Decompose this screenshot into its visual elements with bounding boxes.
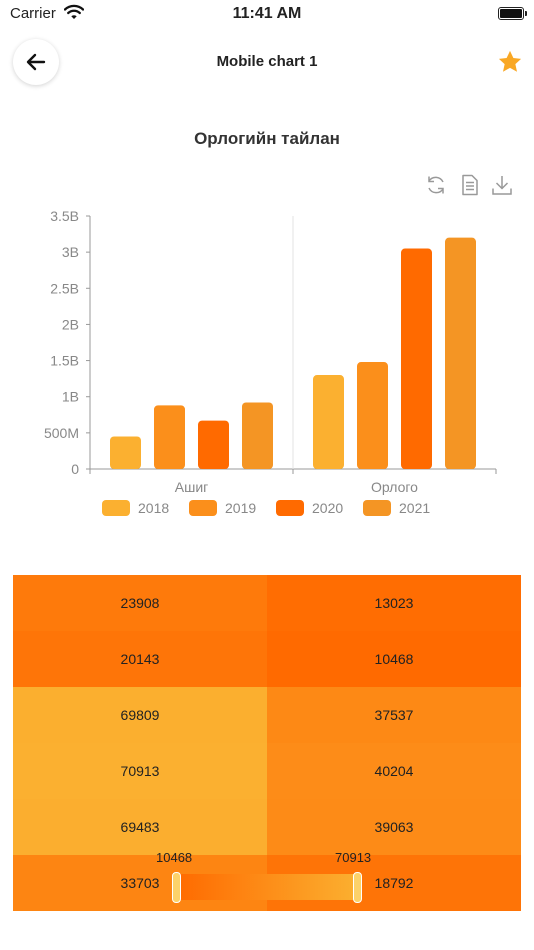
heatmap-cell-value: 37537 [374, 707, 414, 723]
y-tick-label: 3.5B [50, 208, 79, 224]
carrier-label: Carrier [10, 5, 56, 22]
data-view-icon [462, 174, 478, 196]
heatmap-cell[interactable]: 20143 [13, 631, 267, 687]
legend-label: 2020 [312, 500, 343, 516]
status-time: 11:41 AM [232, 5, 302, 22]
y-tick-label: 1.5B [50, 353, 79, 369]
visual-map-max-handle[interactable] [353, 872, 362, 903]
heatmap-cell-value: 33703 [120, 875, 160, 891]
heatmap-cell-value: 39063 [374, 819, 414, 835]
heatmap-cell[interactable]: 18792 [267, 855, 521, 911]
star-icon [498, 50, 522, 72]
bar-chart: Орлогийн тайлан 0 500M 1B 1.5B 2B 2.5B 3B 3.5B А… [0, 120, 534, 530]
legend-swatch [102, 500, 130, 516]
heatmap-cell-value: 40204 [374, 763, 414, 779]
y-tick-label: 2B [62, 316, 79, 332]
y-tick-label: 500M [44, 425, 79, 441]
heatmap-cell[interactable]: 40204 [267, 743, 521, 799]
y-tick-label: 2.5B [50, 280, 79, 296]
heatmap-cell[interactable]: 10468 [267, 631, 521, 687]
heatmap-cell-value: 20143 [120, 651, 160, 667]
bar-2019-1 [154, 405, 185, 469]
battery-icon [498, 7, 527, 20]
favorite-button[interactable] [496, 48, 524, 76]
bar-2019-2 [357, 362, 388, 469]
back-button[interactable] [13, 39, 59, 85]
bar-2020-1 [198, 420, 229, 469]
legend-label: 2019 [225, 500, 256, 516]
heatmap-cell[interactable]: 13023 [267, 575, 521, 631]
restore-button[interactable] [424, 173, 448, 197]
restore-icon [428, 176, 444, 194]
y-tick-label: 1B [62, 389, 79, 405]
chart-plot: 0 500M 1B 1.5B 2B 2.5B 3B 3.5B Ашиг Орлого 2018 201… [44, 208, 497, 516]
heatmap-cell[interactable]: 39063 [267, 799, 521, 855]
legend-label: 2018 [138, 500, 169, 516]
visual-map-min-handle[interactable] [172, 872, 181, 903]
y-tick-label: 0 [71, 461, 79, 477]
save-image-icon [492, 176, 512, 195]
heatmap-cell-value: 18792 [374, 875, 414, 891]
heatmap-cell-value: 23908 [120, 595, 160, 611]
heatmap-cell-value: 13023 [374, 595, 414, 611]
visual-map-min-label: 10468 [156, 850, 193, 865]
arrow-left-icon [26, 53, 46, 71]
heatmap-cell-value: 70913 [120, 763, 160, 779]
heatmap-cell[interactable]: 23908 [13, 575, 267, 631]
bar-2020-2 [401, 248, 432, 469]
y-tick-label: 3B [62, 244, 79, 260]
legend-swatch [363, 500, 391, 516]
chart-title: Орлогийн тайлан [194, 129, 340, 148]
bar-2018-1 [110, 436, 141, 469]
data-view-button[interactable] [458, 173, 482, 197]
heatmap-cell[interactable]: 70913 [13, 743, 267, 799]
page-title: Mobile chart 1 [216, 53, 318, 70]
heatmap-cell[interactable]: 37537 [267, 687, 521, 743]
bar-2021-1 [242, 402, 273, 469]
heatmap-cell[interactable]: 69809 [13, 687, 267, 743]
bar-2018-2 [313, 375, 344, 469]
wifi-icon [63, 4, 85, 25]
visual-map-max-label: 70913 [335, 850, 372, 865]
legend-swatch [189, 500, 217, 516]
x-tick-label: Орлого [371, 479, 418, 495]
heatmap-cell-value: 69809 [120, 707, 160, 723]
legend-label: 2021 [399, 500, 430, 516]
x-tick-label: Ашиг [175, 479, 209, 495]
visual-map-bar[interactable] [176, 874, 358, 900]
heatmap-cell-value: 10468 [374, 651, 414, 667]
save-image-button[interactable] [490, 173, 514, 197]
heatmap: 23908 13023 20143 10468 69809 37537 70913 40204… [13, 575, 521, 911]
heatmap-cell[interactable]: 69483 [13, 799, 267, 855]
legend-swatch [276, 500, 304, 516]
heatmap-cell-value: 69483 [120, 819, 160, 835]
status-bar: Carrier 11:41 AM [0, 0, 534, 30]
bar-2021-2 [445, 237, 476, 469]
